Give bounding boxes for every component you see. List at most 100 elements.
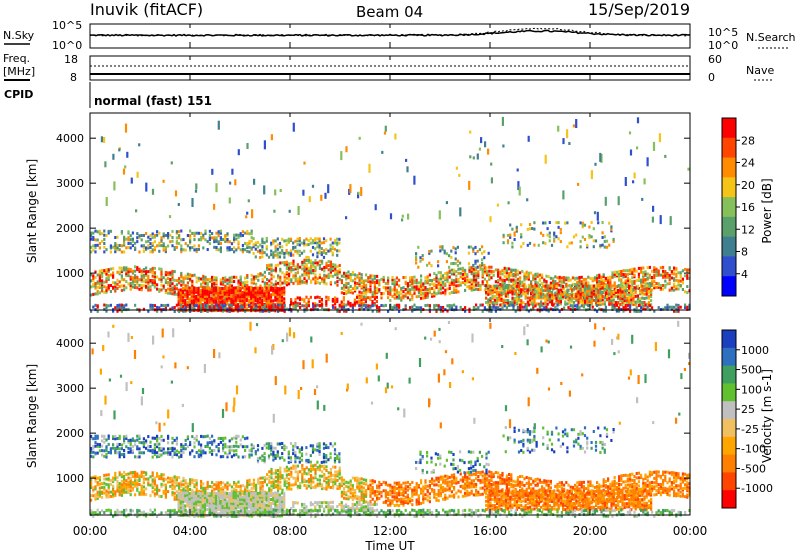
range-gate-cell [340, 286, 343, 290]
range-gate-cell [673, 266, 676, 270]
range-gate-cell [343, 292, 346, 295]
range-gate-cell [607, 280, 610, 284]
range-gate-cell [575, 233, 578, 237]
range-gate-cell [149, 288, 152, 292]
range-gate-cell [199, 289, 202, 293]
range-gate-cell [147, 244, 150, 248]
range-gate-cell [613, 270, 616, 274]
range-gate-cell [514, 270, 517, 274]
range-gate-cell [557, 237, 560, 241]
range-gate-cell [184, 485, 187, 489]
range-gate-cell [265, 299, 268, 303]
range-gate-cell [181, 304, 185, 308]
range-gate-cell [310, 271, 313, 275]
range-gate-cell [215, 246, 218, 249]
range-gate-cell [171, 485, 174, 489]
range-gate-cell [138, 283, 141, 287]
range-gate-cell [153, 273, 156, 276]
range-gate-cell [621, 284, 624, 288]
range-gate-cell [362, 297, 365, 301]
range-gate-cell [287, 253, 290, 257]
range-gate-cell [437, 264, 440, 268]
range-gate-cell [613, 287, 616, 291]
range-gate-cell [307, 273, 310, 277]
range-gate-cell [142, 478, 145, 482]
range-gate-cell [535, 284, 538, 288]
range-gate-cell [437, 289, 440, 293]
range-gate-cell [364, 297, 367, 301]
range-gate-cell [345, 283, 348, 287]
range-gate-cell [256, 305, 259, 309]
range-gate-cell [349, 289, 352, 293]
range-gate-cell [167, 490, 170, 494]
range-gate-cell [538, 277, 541, 281]
range-gate-cell [329, 266, 332, 270]
range-gate-cell [140, 484, 143, 488]
range-gate-cell [212, 289, 215, 293]
range-gate-cell [596, 282, 599, 286]
colorbar-segment [722, 197, 736, 218]
range-gate-cell [281, 306, 284, 310]
range-gate-cell [546, 288, 549, 292]
range-gate-cell [171, 271, 174, 275]
range-gate-cell [305, 255, 308, 259]
range-gate-cell [651, 216, 654, 223]
range-gate-cell [568, 296, 571, 300]
range-gate-cell [353, 300, 356, 304]
range-gate-cell [594, 162, 597, 166]
range-gate-cell [595, 301, 598, 305]
range-gate-cell [541, 273, 544, 277]
range-gate-cell [129, 478, 132, 482]
colorbar-tick-label: 16 [741, 201, 755, 214]
range-gate-cell [197, 292, 200, 296]
range-gate-cell [578, 292, 581, 296]
range-gate-cell [270, 277, 273, 281]
range-gate-cell [498, 296, 501, 300]
range-gate-cell [336, 307, 339, 311]
range-gate-cell [252, 275, 255, 279]
range-gate-cell [500, 291, 503, 294]
range-gate-cell [604, 305, 607, 309]
range-gate-cell [120, 278, 123, 282]
range-gate-cell [610, 227, 613, 231]
range-gate-cell [500, 299, 503, 302]
range-gate-cell [472, 263, 475, 267]
range-gate-cell [307, 468, 310, 472]
range-gate-cell [622, 273, 625, 276]
range-gate-cell [487, 300, 490, 304]
range-gate-cell [175, 230, 178, 234]
range-gate-cell [169, 484, 172, 488]
range-gate-cell [593, 290, 596, 294]
range-gate-cell [184, 295, 187, 299]
range-gate-cell [112, 281, 115, 285]
range-gate-cell [261, 309, 264, 313]
range-gate-cell [677, 279, 680, 283]
range-gate-cell [245, 295, 248, 299]
range-gate-cell [123, 241, 126, 245]
range-gate-cell [305, 271, 308, 275]
range-gate-cell [171, 282, 174, 286]
range-gate-cell [653, 284, 656, 288]
freq-unit-label: [MHz] [3, 65, 35, 78]
range-gate-cell [433, 282, 436, 286]
range-gate-cell [512, 281, 515, 284]
range-gate-cell [156, 283, 159, 287]
range-gate-cell [446, 273, 449, 277]
range-gate-cell [551, 298, 554, 302]
range-gate-cell [171, 493, 174, 497]
range-gate-cell [518, 288, 521, 292]
range-gate-cell [601, 286, 604, 290]
range-gate-cell [619, 286, 622, 290]
range-gate-cell [362, 285, 365, 289]
range-gate-cell [420, 296, 423, 300]
range-gate-cell [673, 309, 676, 313]
range-gate-cell [314, 261, 317, 265]
range-gate-cell [173, 278, 176, 282]
range-gate-cell [140, 474, 143, 478]
range-gate-cell [241, 484, 244, 488]
range-gate-cell [378, 283, 381, 287]
range-gate-cell [334, 296, 337, 300]
range-gate-cell [450, 282, 453, 286]
range-gate-cell [175, 283, 178, 287]
range-gate-cell [179, 301, 182, 304]
